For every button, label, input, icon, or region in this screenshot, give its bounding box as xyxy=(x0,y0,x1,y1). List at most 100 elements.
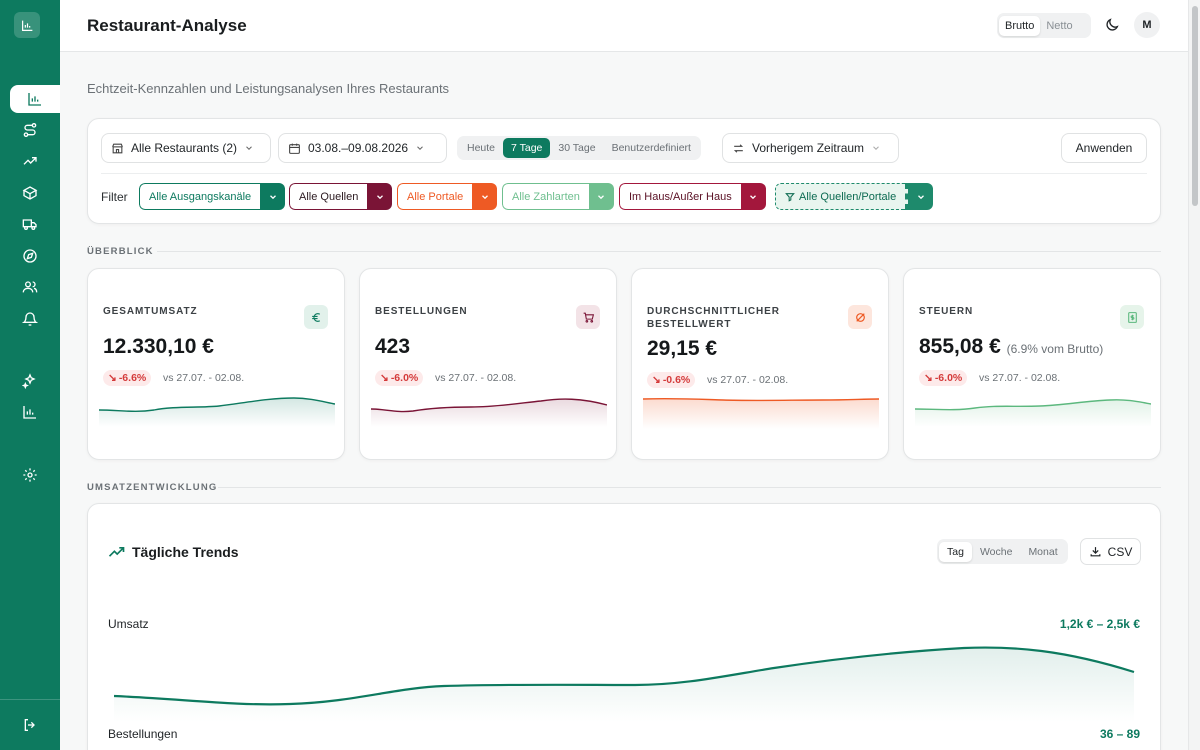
granularity-toggle: Tag Woche Monat xyxy=(937,539,1068,564)
csv-export-button[interactable]: CSV xyxy=(1080,538,1141,565)
sidebar xyxy=(0,0,60,750)
calendar-icon xyxy=(289,143,300,154)
sidebar-item-trends[interactable] xyxy=(0,147,60,175)
sidebar-item-customers[interactable] xyxy=(0,273,60,301)
settings-icon xyxy=(23,468,37,482)
granularity-week[interactable]: Woche xyxy=(979,545,1013,558)
kpi-label: STEUERN xyxy=(919,306,974,317)
revenue-trend-chart xyxy=(114,646,1135,722)
chip-dropdown[interactable] xyxy=(908,183,934,210)
sidebar-item-routes[interactable] xyxy=(0,116,60,144)
range-presets: Heute 7 Tage 30 Tage Benutzerdefiniert xyxy=(457,136,701,160)
compass-icon xyxy=(23,249,37,263)
chip-dropdown[interactable] xyxy=(367,183,393,210)
kpi-card-taxes[interactable]: STEUERN 855,08 € (6.9% vom Brutto) ↘ -6.0… xyxy=(903,268,1161,460)
scrollbar-thumb[interactable] xyxy=(1192,6,1198,206)
range-today[interactable]: Heute xyxy=(467,142,496,154)
box-icon xyxy=(22,186,38,200)
kpi-label: GESAMTUMSATZ xyxy=(103,306,198,317)
restaurant-select[interactable]: Alle Restaurants (2) xyxy=(101,133,271,163)
trend-down-icon: ↘ xyxy=(924,372,933,384)
kpi-compare: vs 27.07. - 02.08. xyxy=(979,372,1061,384)
chevron-down-icon xyxy=(598,194,605,199)
filter-divider xyxy=(101,173,1147,174)
chip-sources[interactable]: Alle Quellen xyxy=(289,183,393,210)
sidebar-item-settings[interactable] xyxy=(0,461,60,489)
range-30-days[interactable]: 30 Tage xyxy=(558,142,596,154)
metric-range-revenue: 1,2k € – 2,5k € xyxy=(1059,617,1140,631)
sidebar-item-logout[interactable] xyxy=(0,711,60,739)
kpi-compare: vs 27.07. - 02.08. xyxy=(163,372,245,384)
sidebar-divider xyxy=(0,699,60,700)
kpi-change: -6.6% xyxy=(118,372,147,384)
kpi-value: 12.330,10 € xyxy=(103,335,214,358)
sidebar-item-reports[interactable] xyxy=(0,398,60,426)
app-logo[interactable] xyxy=(14,12,40,38)
section-label-revenue: UMSATZENTWICKLUNG xyxy=(87,482,218,493)
sidebar-item-notifications[interactable] xyxy=(0,305,60,333)
logout-icon xyxy=(24,719,35,731)
trend-down-icon: ↘ xyxy=(652,374,661,386)
kpi-value: 855,08 € (6.9% vom Brutto) xyxy=(919,335,1103,359)
scrollbar[interactable] xyxy=(1188,0,1200,750)
toggle-brutto[interactable]: Brutto xyxy=(999,15,1041,36)
download-icon xyxy=(1090,547,1101,557)
chip-portals[interactable]: Alle Portale xyxy=(397,183,498,210)
granularity-day[interactable]: Tag xyxy=(939,541,972,562)
kpi-value: 423 xyxy=(375,335,411,358)
bar-chart-icon xyxy=(21,20,32,31)
chip-payment-methods[interactable]: Alle Zahlarten xyxy=(502,183,614,210)
kpi-change: -6.0% xyxy=(934,372,963,384)
kpi-card-avg-order[interactable]: DURCHSCHNITTLICHER BESTELLWERT 29,15 € ↘… xyxy=(631,268,889,460)
chip-label: Alle Ausgangskanäle xyxy=(139,183,261,210)
moon-icon[interactable] xyxy=(1104,17,1120,33)
chip-dropdown[interactable] xyxy=(740,183,766,210)
range-7-days[interactable]: 7 Tage xyxy=(503,138,551,158)
euro-icon xyxy=(304,305,328,329)
date-range-picker[interactable]: 03.08.–09.08.2026 xyxy=(278,133,447,163)
chip-label: Alle Quellen/Portale xyxy=(775,183,909,210)
chip-output-channels[interactable]: Alle Ausgangskanäle xyxy=(139,183,286,210)
diameter-icon xyxy=(848,305,872,329)
route-icon xyxy=(23,123,37,137)
kpi-value-note: (6.9% vom Brutto) xyxy=(1006,342,1104,356)
chip-dine-in-takeaway[interactable]: Im Haus/Außer Haus xyxy=(619,183,766,210)
toggle-netto[interactable]: Netto xyxy=(1046,19,1073,32)
kpi-value: 29,15 € xyxy=(647,337,718,360)
sparkles-icon xyxy=(22,373,36,389)
sidebar-item-explore[interactable] xyxy=(0,242,60,270)
users-icon xyxy=(22,281,38,293)
date-range-value: 03.08.–09.08.2026 xyxy=(308,141,409,155)
kpi-sparkline xyxy=(643,397,879,429)
apply-button[interactable]: Anwenden xyxy=(1061,133,1147,163)
store-icon xyxy=(112,143,123,153)
trends-title: Tägliche Trends xyxy=(132,544,239,560)
kpi-card-revenue[interactable]: GESAMTUMSATZ 12.330,10 € ↘ -6.6% vs 27.07… xyxy=(87,268,345,460)
chip-dropdown[interactable] xyxy=(588,183,614,210)
page-subtitle: Echtzeit-Kennzahlen und Leistungsanalyse… xyxy=(87,81,450,96)
range-custom[interactable]: Benutzerdefiniert xyxy=(611,142,691,154)
trends-card: Tägliche Trends Tag Woche Monat CSV Umsa… xyxy=(87,503,1161,750)
kpi-sparkline xyxy=(371,398,607,427)
truck-icon xyxy=(22,219,37,230)
kpi-card-orders[interactable]: BESTELLUNGEN 423 ↘ -6.0% vs 27.07. - 02.0… xyxy=(359,268,617,460)
sidebar-item-products[interactable] xyxy=(0,179,60,207)
compare-select[interactable]: Vorherigem Zeitraum xyxy=(722,133,899,163)
chip-label: Alle Quellen xyxy=(289,183,368,210)
chevron-down-icon xyxy=(417,146,423,150)
sidebar-item-delivery[interactable] xyxy=(0,210,60,238)
kpi-sparkline xyxy=(99,397,335,427)
cart-icon xyxy=(576,305,600,329)
avatar[interactable]: M xyxy=(1134,12,1160,38)
filter-icon xyxy=(785,192,795,202)
section-divider xyxy=(157,251,1161,252)
chip-dropdown[interactable] xyxy=(472,183,498,210)
chevron-down-icon xyxy=(481,194,488,199)
granularity-month[interactable]: Monat xyxy=(1028,545,1058,558)
sidebar-item-dashboard[interactable] xyxy=(10,85,60,113)
chip-dropdown[interactable] xyxy=(260,183,286,210)
chip-sources-portals[interactable]: Alle Quellen/Portale xyxy=(775,183,934,210)
kpi-label: DURCHSCHNITTLICHER BESTELLWERT xyxy=(647,306,780,330)
kpi-change-badge: ↘ -0.6% xyxy=(647,372,696,388)
sidebar-item-ai[interactable] xyxy=(0,367,60,395)
